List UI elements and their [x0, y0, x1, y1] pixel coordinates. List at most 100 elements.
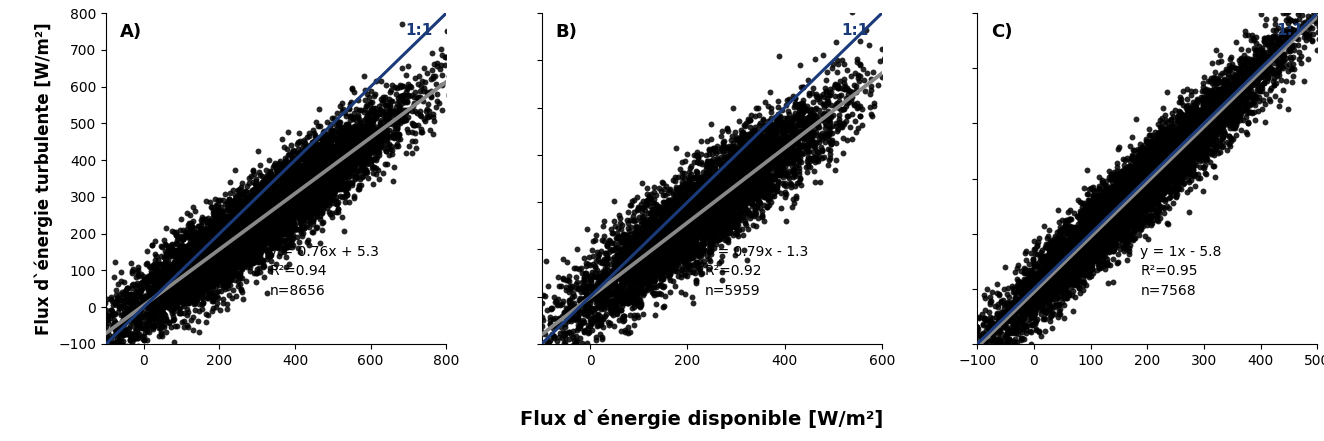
Point [1098, 199, 1119, 206]
Point [1198, 127, 1219, 134]
Point [740, 176, 761, 183]
Point [201, 246, 222, 253]
Point [138, 298, 159, 305]
Point [326, 184, 347, 191]
Point [1062, 269, 1083, 276]
Point [1213, 88, 1234, 95]
Point [642, 277, 663, 284]
Point [265, 218, 286, 225]
Point [1053, 274, 1074, 281]
Point [1168, 145, 1189, 152]
Point [311, 164, 332, 172]
Point [263, 214, 285, 221]
Point [311, 164, 332, 172]
Point [559, 307, 580, 314]
Point [756, 126, 777, 133]
Point [1131, 208, 1152, 215]
Point [237, 198, 258, 205]
Point [1091, 192, 1112, 199]
Point [1133, 142, 1155, 149]
Point [704, 184, 726, 191]
Point [1082, 219, 1103, 226]
Point [609, 268, 630, 275]
Point [1136, 189, 1157, 196]
Point [1121, 153, 1143, 161]
Point [1062, 256, 1083, 263]
Point [1110, 230, 1131, 237]
Point [1106, 214, 1127, 221]
Point [1238, 61, 1259, 68]
Point [621, 256, 642, 263]
Point [338, 179, 359, 186]
Point [363, 149, 384, 157]
Point [1196, 131, 1217, 138]
Point [1140, 151, 1161, 158]
Point [1172, 127, 1193, 134]
Point [238, 221, 260, 228]
Point [695, 215, 716, 222]
Point [181, 269, 203, 276]
Point [1084, 204, 1106, 211]
Point [661, 205, 682, 212]
Point [577, 301, 598, 308]
Point [222, 267, 244, 274]
Point [340, 145, 361, 152]
Point [306, 192, 327, 199]
Point [305, 172, 326, 179]
Point [817, 161, 838, 168]
Point [230, 226, 252, 233]
Point [291, 170, 312, 177]
Point [1147, 188, 1168, 195]
Point [124, 325, 146, 332]
Point [1051, 250, 1072, 258]
Point [343, 135, 364, 142]
Point [218, 234, 240, 241]
Point [191, 250, 212, 257]
Point [647, 255, 669, 262]
Point [1096, 200, 1117, 207]
Point [1166, 146, 1188, 153]
Point [670, 246, 691, 253]
Point [379, 96, 400, 103]
Point [216, 215, 237, 222]
Point [274, 191, 295, 198]
Point [319, 156, 340, 163]
Point [1087, 245, 1108, 252]
Point [233, 230, 254, 237]
Point [1128, 157, 1149, 164]
Point [1074, 217, 1095, 224]
Point [1033, 273, 1054, 280]
Point [703, 189, 724, 196]
Point [706, 203, 727, 210]
Point [307, 177, 328, 184]
Point [1288, 55, 1309, 62]
Point [1202, 109, 1223, 116]
Point [1233, 97, 1254, 104]
Point [1177, 113, 1198, 120]
Point [732, 191, 753, 198]
Point [348, 154, 369, 161]
Point [252, 215, 273, 222]
Point [160, 296, 181, 303]
Point [1086, 234, 1107, 241]
Point [1076, 236, 1098, 243]
Point [334, 185, 355, 192]
Point [592, 333, 613, 340]
Point [1076, 230, 1098, 237]
Point [646, 232, 667, 239]
Point [1088, 234, 1110, 241]
Point [1043, 243, 1064, 250]
Point [579, 277, 600, 284]
Point [1132, 163, 1153, 170]
Point [279, 199, 301, 206]
Point [97, 312, 118, 319]
Point [1169, 127, 1190, 135]
Point [1131, 195, 1152, 202]
Point [760, 159, 781, 166]
Point [1180, 163, 1201, 170]
Point [707, 216, 728, 223]
Point [204, 260, 225, 267]
Point [1067, 249, 1088, 256]
Point [250, 217, 271, 224]
Point [1045, 282, 1066, 289]
